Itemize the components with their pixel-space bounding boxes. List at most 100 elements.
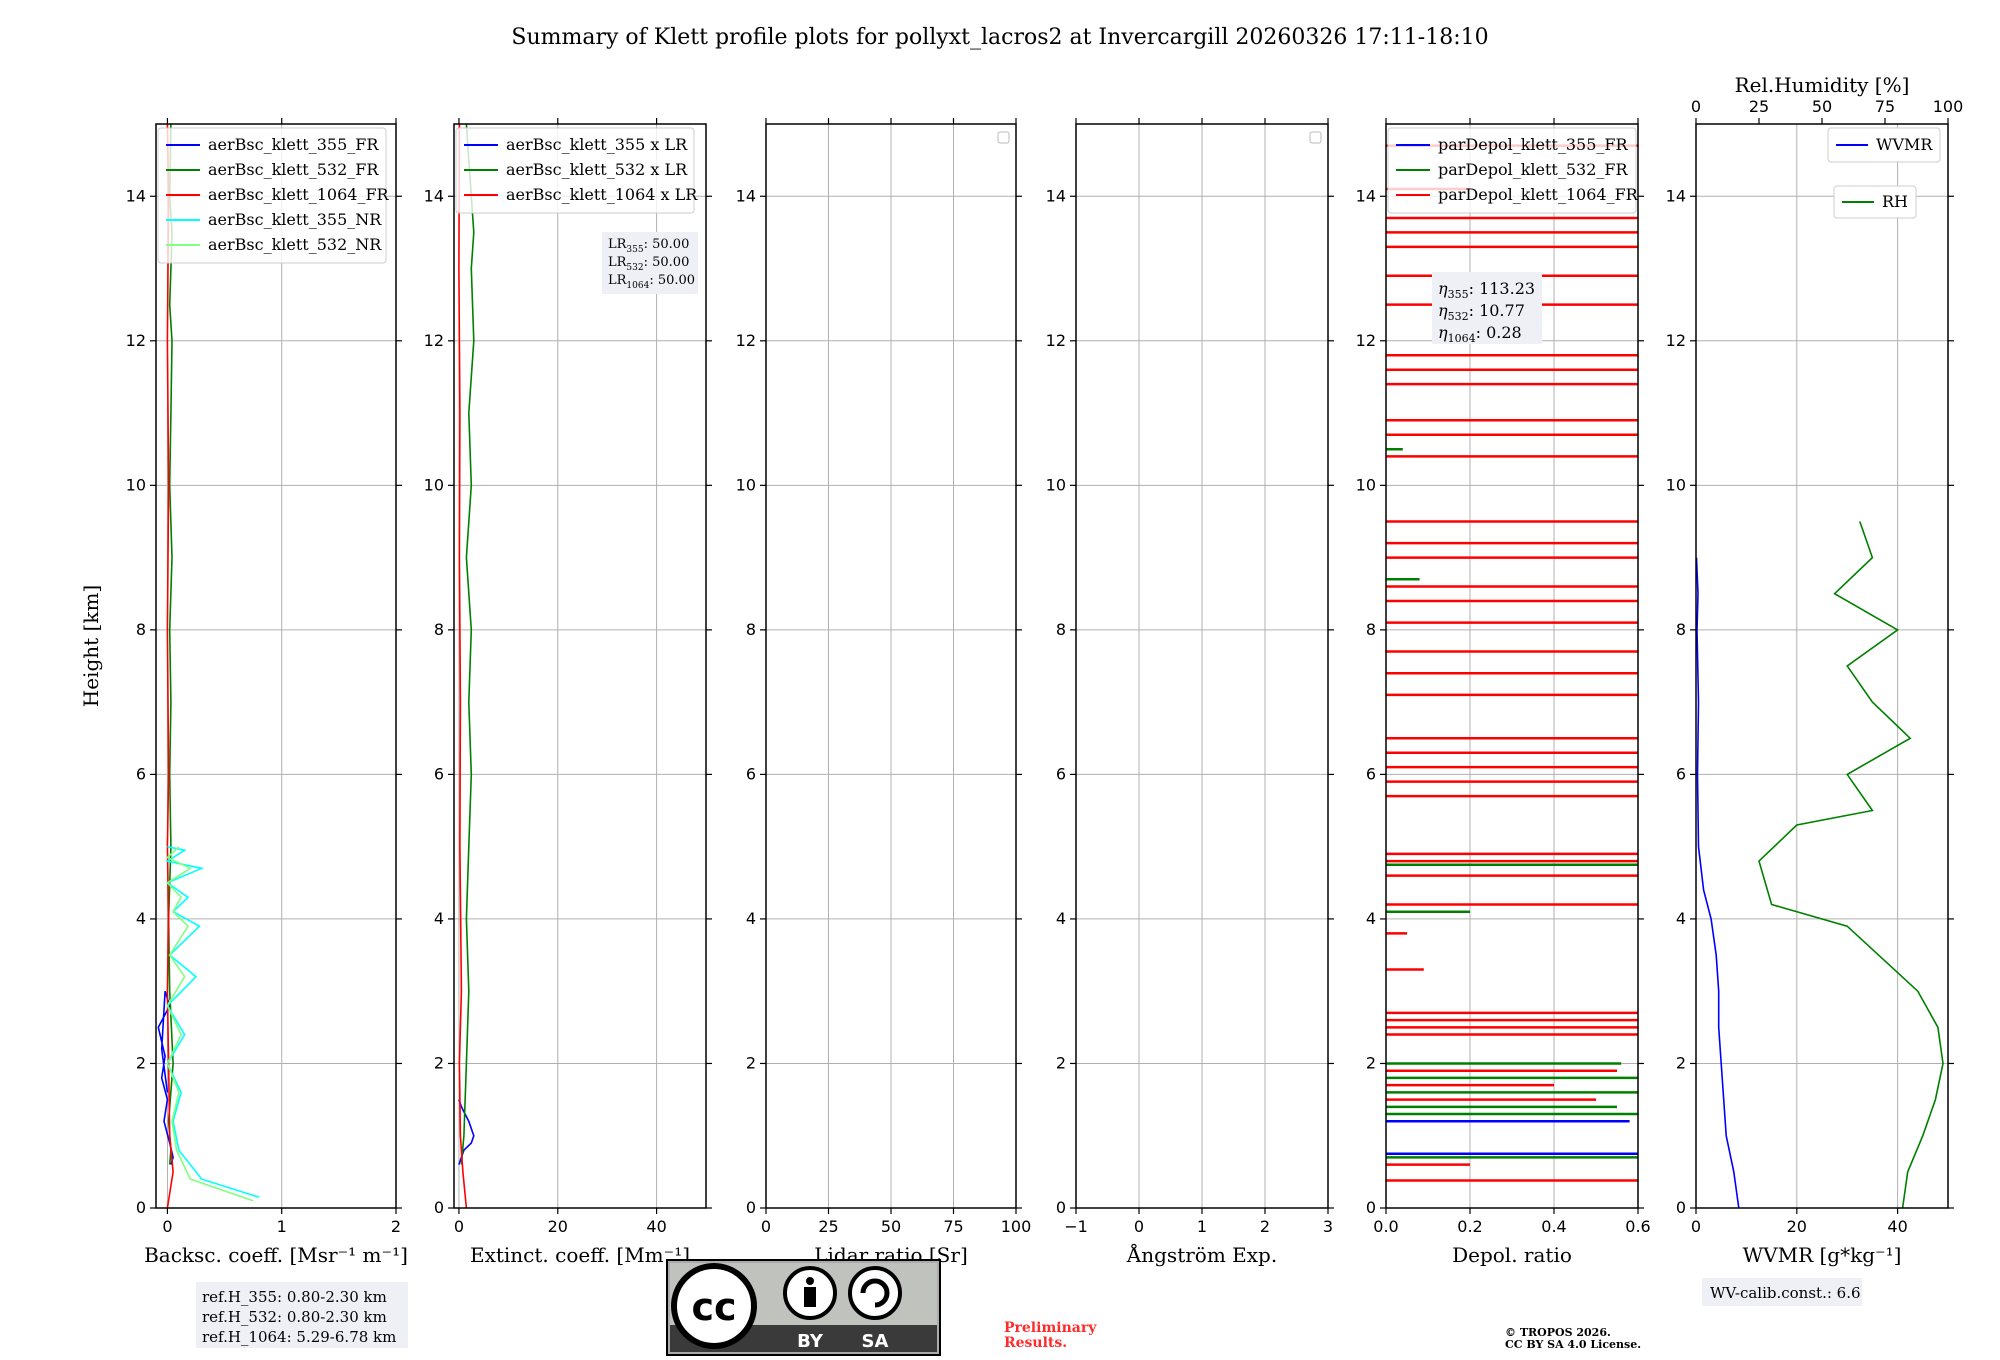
series-line-aerBsc_klett_532 x LR xyxy=(460,124,475,1165)
legend-backscatter: aerBsc_klett_355_FR aerBsc_klett_532_FRae… xyxy=(157,127,390,264)
y-tick-label: 6 xyxy=(1366,764,1376,783)
y-tick-label: 4 xyxy=(746,909,756,928)
y-tick-label: 4 xyxy=(1676,909,1686,928)
series-line-aerBsc_klett_532_FR xyxy=(167,124,174,1165)
lr-value: LR355: 50.00 xyxy=(608,237,689,255)
y-tick-label: 0 xyxy=(1366,1198,1376,1217)
top-x-tick-label: 50 xyxy=(1812,97,1832,116)
info-box-bg xyxy=(1702,1278,1862,1306)
legend-box xyxy=(1827,127,1941,163)
x-tick-label: 0.6 xyxy=(1625,1217,1650,1236)
x-tick-label: 2 xyxy=(1260,1217,1270,1236)
lr-value: LR532: 50.00 xyxy=(608,255,689,273)
y-tick-label: 14 xyxy=(1046,186,1066,205)
x-tick-label: −1 xyxy=(1064,1217,1088,1236)
x-tick-label: 40 xyxy=(646,1217,666,1236)
y-tick-label: 4 xyxy=(1366,909,1376,928)
y-tick-label: 6 xyxy=(746,764,756,783)
series-line-RH xyxy=(1758,521,1944,1208)
empty-legend xyxy=(997,131,1010,144)
x-tick-label: 100 xyxy=(1001,1217,1032,1236)
y-tick-label: 10 xyxy=(126,475,146,494)
series-line-aerBsc_klett_1064 x LR xyxy=(458,124,468,1208)
y-tick-label: 0 xyxy=(1676,1198,1686,1217)
y-tick-label: 8 xyxy=(1366,620,1376,639)
panel-depol: 0.0 0.2 0.4 0.6 0 2 4 6 8 10 12 14 Depol. ratio parDe… xyxy=(1356,118,1651,1267)
legend-box xyxy=(157,127,387,264)
top-x-axis-label: Rel.Humidity [%] xyxy=(1735,73,1910,97)
preliminary-label: Preliminary Results. xyxy=(1004,1320,1097,1351)
y-tick-label: 12 xyxy=(1046,331,1066,350)
legend-label: WVMR xyxy=(1876,135,1933,154)
x-tick-label: 1 xyxy=(1197,1217,1207,1236)
y-tick-label: 14 xyxy=(736,186,756,205)
x-tick-label: 3 xyxy=(1323,1217,1333,1236)
legend-label: parDepol_klett_355_FR xyxy=(1438,135,1629,154)
y-tick-label: 14 xyxy=(126,186,146,205)
legend-box xyxy=(1387,127,1637,214)
x-tick-label: 0.4 xyxy=(1541,1217,1566,1236)
x-tick-label: 20 xyxy=(1787,1217,1807,1236)
legend-label: aerBsc_klett_532_NR xyxy=(208,235,382,254)
x-tick-label: 75 xyxy=(943,1217,963,1236)
series-group xyxy=(458,124,475,1208)
y-tick-label: 2 xyxy=(434,1053,444,1072)
lr-value: LR1064: 50.00 xyxy=(608,273,695,291)
series-line-aerBsc_klett_355 x LR xyxy=(458,1099,475,1165)
cc-label: cc xyxy=(691,1285,736,1329)
legend-label: RH xyxy=(1882,192,1908,211)
y-tick-label: 2 xyxy=(136,1053,146,1072)
top-x-tick-label: 0 xyxy=(1691,97,1701,116)
y-tick-label: 8 xyxy=(1676,620,1686,639)
top-x-tick-label: 100 xyxy=(1933,97,1964,116)
x-tick-label: 0 xyxy=(761,1217,771,1236)
x-tick-label: 50 xyxy=(881,1217,901,1236)
series-line-aerBsc_klett_532_NR xyxy=(165,846,254,1202)
eta-value: η1064: 0.28 xyxy=(1438,323,1522,345)
y-tick-label: 8 xyxy=(136,620,146,639)
x-axis-label: Ångström Exp. xyxy=(1126,1242,1277,1267)
y-tick-label: 4 xyxy=(1056,909,1066,928)
eta-value: η532: 10.77 xyxy=(1438,301,1525,323)
y-tick-label: 2 xyxy=(746,1053,756,1072)
axes-frame xyxy=(1385,123,1639,1209)
info-line: ref.H_532: 0.80-2.30 km xyxy=(202,1308,387,1326)
series-line-WVMR xyxy=(1696,557,1740,1208)
info-box-bg xyxy=(196,1282,408,1348)
figure-title: Summary of Klett profile plots for polly… xyxy=(511,25,1488,50)
x-tick-label: 40 xyxy=(1887,1217,1907,1236)
legend-box xyxy=(1833,185,1917,219)
x-axis-label: Depol. ratio xyxy=(1452,1243,1572,1267)
info-box-backscatter: ref.H_355: 0.80-2.30 km ref.H_532: 0.80-2… xyxy=(196,1282,408,1348)
series-group xyxy=(1386,144,1638,1182)
y-tick-label: 8 xyxy=(434,620,444,639)
sa-icon-arrow xyxy=(860,1278,890,1308)
y-tick-label: 2 xyxy=(1366,1053,1376,1072)
axes-frame xyxy=(453,123,707,1209)
x-tick-label: 20 xyxy=(548,1217,568,1236)
by-label: BY xyxy=(797,1331,824,1352)
x-tick-label: 0.0 xyxy=(1373,1217,1398,1236)
y-tick-label: 6 xyxy=(1056,764,1066,783)
series-line-aerBsc_klett_355_NR xyxy=(165,845,260,1198)
y-axis-label: Height [km] xyxy=(79,585,103,707)
legend-wvmr: WVMR xyxy=(1827,127,1941,163)
y-tick-label: 0 xyxy=(136,1198,146,1217)
x-tick-label: 2 xyxy=(391,1217,401,1236)
x-tick-label: 0 xyxy=(454,1217,464,1236)
axes-frame xyxy=(155,123,397,1209)
info-line: ref.H_355: 0.80-2.30 km xyxy=(202,1288,387,1306)
sa-icon xyxy=(848,1266,902,1320)
y-tick-label: 10 xyxy=(424,475,444,494)
legend-label: aerBsc_klett_532 x LR xyxy=(506,160,688,179)
info-line: WV-calib.const.: 6.6 xyxy=(1710,1284,1861,1302)
y-tick-label: 12 xyxy=(1356,331,1376,350)
y-tick-label: 6 xyxy=(136,764,146,783)
cc-license-badge: cc BY SA xyxy=(666,1259,941,1356)
series-group xyxy=(1696,521,1944,1208)
y-tick-label: 10 xyxy=(736,475,756,494)
legend-label: aerBsc_klett_355_NR xyxy=(208,210,382,229)
